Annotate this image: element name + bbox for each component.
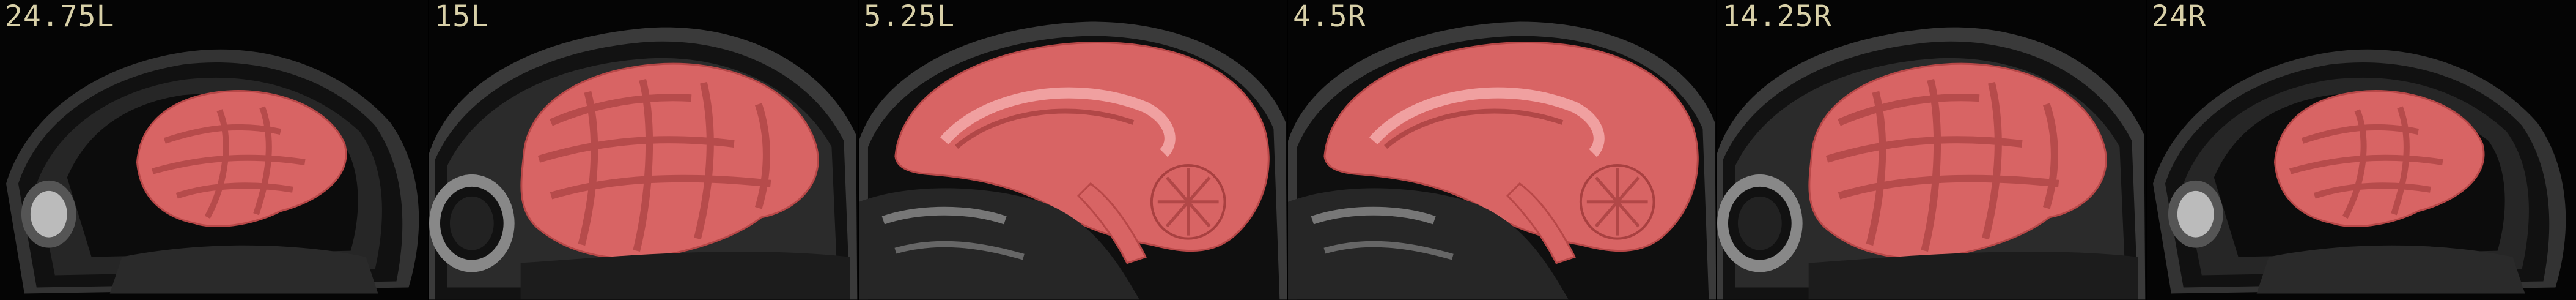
slice-label: 4.5R xyxy=(1292,0,1366,34)
slice-label: 24R xyxy=(2151,0,2207,34)
mri-slice-image xyxy=(429,27,858,300)
slice-label: 14.25R xyxy=(1722,0,1832,34)
slice-label: 24.75L xyxy=(5,0,115,34)
mri-panel-5: 14.25R xyxy=(1717,0,2147,300)
slice-label: 5.25L xyxy=(863,0,955,34)
mri-panel-2: 15L xyxy=(429,0,859,300)
mri-panel-1: 24.75L xyxy=(0,0,430,300)
mri-panel-3: 5.25L xyxy=(858,0,1288,300)
mri-slice-image xyxy=(6,49,419,294)
mri-panel-4: 4.5R xyxy=(1287,0,1718,300)
mri-panel-6: 24R xyxy=(2146,0,2576,300)
slice-label: 15L xyxy=(434,0,490,34)
mri-slice-image xyxy=(858,21,1287,300)
mri-slice-image xyxy=(1287,21,1717,300)
mri-slice-image xyxy=(2152,49,2566,294)
mri-slice-image xyxy=(1717,27,2146,300)
